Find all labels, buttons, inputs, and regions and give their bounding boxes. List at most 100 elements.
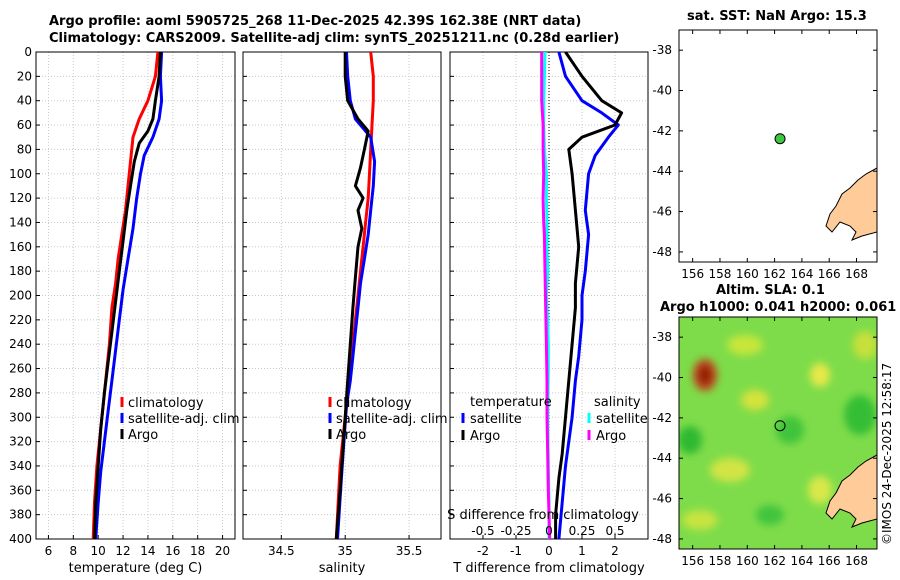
- y-tick-label: 340: [9, 459, 32, 473]
- x-tick-label: 2: [611, 544, 619, 558]
- lon-tick-label: 164: [790, 267, 813, 281]
- top-tick-label: -0.5: [471, 524, 494, 538]
- lon-tick-label: 168: [845, 267, 868, 281]
- legend-label: satellite: [470, 412, 522, 427]
- y-tick-label: 160: [9, 240, 32, 254]
- x-tick-label: 35.5: [396, 544, 423, 558]
- lon-tick-label: 160: [736, 554, 759, 568]
- imos-timestamp: ©IMOS 24-Dec-2025 12:58:17: [880, 362, 894, 545]
- series-line-argo: [93, 52, 162, 539]
- top-tick-label: 0: [545, 524, 553, 538]
- top-axis-label: S difference from climatology: [447, 508, 639, 523]
- legend-label: climatology: [128, 396, 204, 411]
- y-tick-label: 0: [24, 45, 32, 59]
- figure-title-line1: Argo profile: aoml 5905725_268 11-Dec-20…: [49, 14, 582, 29]
- lat-tick-label: -44: [652, 451, 672, 465]
- legend-label: Argo: [128, 428, 158, 443]
- figure-title-line2: Climatology: CARS2009. Satellite-adj cli…: [49, 31, 620, 46]
- lon-tick-label: 156: [681, 267, 704, 281]
- legend-label: satellite-adj. clim: [128, 412, 240, 427]
- y-tick-label: 20: [17, 69, 32, 83]
- x-tick-label: 0: [545, 544, 553, 558]
- lat-tick-label: -48: [652, 532, 672, 546]
- lat-tick-label: -42: [652, 124, 672, 138]
- y-tick-label: 240: [9, 337, 32, 351]
- series-line-satellite-adj-clim: [94, 52, 164, 539]
- lat-tick-label: -46: [652, 492, 672, 506]
- y-tick-label: 200: [9, 289, 32, 303]
- legend-label: climatology: [336, 396, 412, 411]
- y-tick-label: 380: [9, 508, 32, 522]
- x-tick-label: 16: [165, 544, 180, 558]
- y-tick-label: 220: [9, 313, 32, 327]
- lat-tick-label: -38: [652, 43, 672, 57]
- lat-tick-label: -48: [652, 245, 672, 259]
- y-tick-label: 300: [9, 410, 32, 424]
- y-tick-label: 280: [9, 386, 32, 400]
- y-tick-label: 60: [17, 118, 32, 132]
- lon-tick-label: 160: [736, 267, 759, 281]
- x-axis-label: T difference from climatology: [452, 561, 645, 576]
- x-tick-label: 34.5: [268, 544, 295, 558]
- difference-panel: -2 -1 0 1 2 T difference from climatology S di…: [447, 51, 649, 576]
- lon-tick-label: 168: [845, 554, 868, 568]
- y-tick-label: 80: [17, 142, 32, 156]
- y-tick-label: 180: [9, 264, 32, 278]
- legend-title: salinity: [594, 395, 641, 410]
- y-tick-label: 40: [17, 94, 32, 108]
- legend-label: Argo: [470, 429, 500, 444]
- x-tick-label: 10: [91, 544, 106, 558]
- x-tick-label: 20: [215, 544, 230, 558]
- lat-tick-label: -40: [652, 371, 672, 385]
- sla-field: [679, 317, 877, 549]
- x-axis-label: salinity: [319, 561, 366, 576]
- lon-tick-label: 164: [790, 554, 813, 568]
- lon-tick-label: 166: [818, 554, 841, 568]
- lat-tick-label: -46: [652, 205, 672, 219]
- y-tick-label: 120: [9, 191, 32, 205]
- sst-axes: 156 158 160 162 164 166 168 -38 -40 -42 -44 -46 -48: [652, 30, 877, 281]
- y-tick-label: 400: [9, 532, 32, 546]
- lon-tick-label: 156: [681, 554, 704, 568]
- argo-location-marker: [774, 133, 786, 145]
- y-tick-label: 100: [9, 167, 32, 181]
- x-tick-label: 14: [140, 544, 155, 558]
- lon-tick-label: 158: [709, 554, 732, 568]
- legend-label: satellite-adj. clim: [336, 412, 448, 427]
- sst-map-frame: [678, 29, 878, 263]
- lat-tick-label: -38: [652, 330, 672, 344]
- y-tick-label: 260: [9, 362, 32, 376]
- series-line-temperature-argo: [554, 52, 624, 539]
- legend-label: Argo: [336, 428, 366, 443]
- argo-location-marker-sla: [774, 420, 786, 432]
- lat-tick-label: -44: [652, 164, 672, 178]
- series-group: [540, 52, 624, 539]
- top-tick-label: -0.25: [500, 524, 531, 538]
- lat-tick-label: -40: [652, 84, 672, 98]
- series-group: [334, 52, 377, 539]
- sst-map-title: sat. SST: NaN Argo: 15.3: [687, 9, 867, 24]
- sst-land: [825, 167, 877, 241]
- sla-map-frame: [678, 316, 878, 550]
- legend-label: Argo: [596, 429, 626, 444]
- sst-map: 156 158 160 162 164 166 168 -38 -40 -42 -44 -46 -48: [652, 29, 878, 281]
- top-tick-label: 0.25: [569, 524, 596, 538]
- salinity-panel: 34.5 35 35.5 salinity climatologysatellite-a…: [242, 51, 448, 576]
- x-tick-label: 12: [115, 544, 130, 558]
- series-line-temperature-satellite: [557, 52, 620, 539]
- y-tick-label: 360: [9, 483, 32, 497]
- lat-tick-label: -42: [652, 411, 672, 425]
- top-tick-label: 0.5: [605, 524, 624, 538]
- sla-axes: 156 158 160 162 164 166 168 -38 -40 -42 -44 -46 -48: [652, 317, 877, 568]
- x-tick-label: 1: [578, 544, 586, 558]
- y-tick-label: 140: [9, 215, 32, 229]
- x-axis-label: temperature (deg C): [69, 561, 203, 576]
- x-tick-label: -1: [510, 544, 522, 558]
- series-line-salinity-argo: [540, 52, 552, 539]
- sla-map: 156 158 160 162 164 166 168 -38 -40 -42 -44 -46 -48: [652, 316, 878, 568]
- sla-map-title-line1: Altim. SLA: 0.1: [716, 283, 825, 298]
- x-tick-label: 18: [190, 544, 205, 558]
- lon-tick-label: 162: [763, 554, 786, 568]
- x-tick-label: 6: [45, 544, 53, 558]
